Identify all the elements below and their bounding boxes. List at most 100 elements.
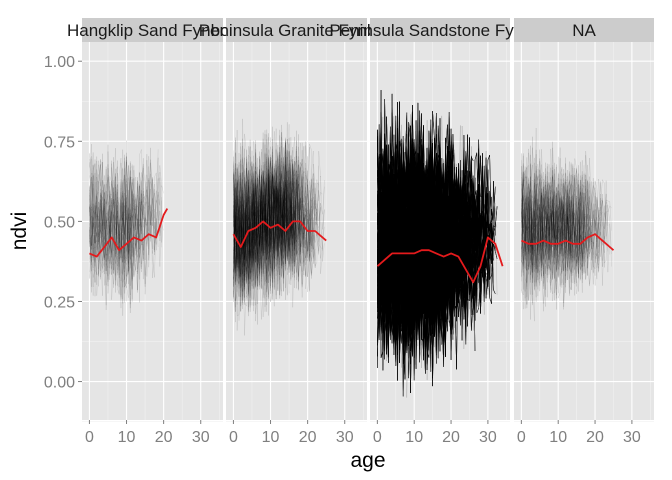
raw-trace-line [233,146,301,278]
raw-trace-line [233,162,310,286]
x-tick-label: 30 [336,429,354,446]
raw-trace-line [89,161,135,279]
raw-trace-line [233,122,320,301]
facet-panel: Peninsula Granite Fynbos [199,18,394,422]
raw-trace-line [377,127,494,363]
raw-trace-line [377,139,490,350]
raw-trace-line [377,145,454,369]
raw-trace-line [377,128,457,353]
raw-trace-line [377,105,474,351]
raw-trace-line [89,164,150,304]
raw-trace-line [233,142,303,308]
raw-trace-line [377,110,492,320]
raw-trace-line [377,138,483,340]
raw-trace-line [233,159,305,297]
raw-trace-line [233,175,316,297]
raw-trace-line [89,156,163,303]
raw-trace-line [377,134,496,359]
raw-trace-line [233,156,310,287]
raw-trace-line [377,129,476,325]
y-tick-label: 0.50 [44,214,75,231]
x-tick-label: 10 [118,429,136,446]
raw-trace-line [377,149,448,355]
raw-trace-line [377,148,489,339]
raw-trace-line [377,142,494,362]
raw-trace-line [377,102,461,335]
raw-trace-line [377,156,468,357]
raw-trace-line [377,128,465,347]
raw-trace-line [377,113,455,326]
raw-trace-line [233,151,297,284]
raw-trace-line [233,163,292,295]
raw-trace-line [377,136,492,366]
raw-trace-line [233,130,301,291]
raw-trace-line [377,154,455,341]
raw-trace-line [233,151,295,272]
raw-trace-line [377,126,489,347]
raw-trace-line [233,157,323,298]
raw-trace-line [377,135,481,329]
raw-trace-line [377,156,448,368]
raw-trace-line [377,138,446,365]
raw-trace-line [377,112,467,349]
raw-trace-line [377,130,496,350]
raw-trace-line [233,151,303,286]
raw-trace-line [89,170,164,300]
raw-trace-line [377,165,487,367]
raw-trace-line [377,128,467,372]
raw-trace-line [377,102,461,335]
raw-trace-line [377,101,455,367]
raw-trace-line [233,145,297,301]
raw-trace-line [89,160,144,283]
raw-trace-line [233,170,310,289]
raw-trace-line [233,134,295,298]
x-tick-label: 20 [442,429,460,446]
raw-trace-line [233,133,320,284]
raw-trace-line [233,135,290,312]
raw-trace-line [233,171,292,286]
raw-trace-line [377,138,483,340]
raw-trace-line [377,154,457,358]
raw-trace-line [377,126,472,334]
raw-trace-line [233,137,295,302]
raw-trace-line [89,185,157,286]
raw-trace-line [377,134,446,333]
smooth-trend-line [89,208,169,258]
raw-trace-line [233,142,286,325]
raw-trace-line [233,150,316,312]
raw-trace-line [233,124,312,292]
raw-trace-line [89,162,161,287]
raw-trace-line [233,172,305,294]
raw-trace-line [377,149,448,355]
raw-trace-line [233,165,286,292]
raw-trace-line [89,149,142,296]
raw-trace-line [377,129,476,325]
raw-trace-line [377,110,492,320]
x-axis: 0 10 20 30 [229,420,354,446]
raw-trace-line [377,116,457,344]
raw-trace-line [377,152,454,365]
raw-trace-line [377,93,485,347]
raw-trace-line [377,125,498,398]
raw-trace-line [233,141,316,280]
raw-trace-line [377,138,446,365]
raw-trace-line [233,139,312,275]
raw-trace-line [233,142,323,302]
raw-trace-line [233,158,305,292]
raw-trace-line [377,146,470,337]
raw-trace-line [377,137,479,328]
raw-trace-line [233,164,290,321]
raw-trace-line [377,156,468,357]
raw-trace-line [89,143,155,311]
raw-trace-line [377,150,465,397]
raw-trace-line [377,160,446,379]
raw-trace-line [89,151,163,287]
raw-trace-line [233,164,301,305]
raw-trace-line [233,166,299,288]
raw-trace-line [233,154,293,298]
raw-trace-line [233,132,314,290]
raw-trace-line [377,165,487,367]
raw-trace-line [377,124,452,380]
raw-trace-line [377,130,496,350]
raw-trace-line [377,101,455,367]
